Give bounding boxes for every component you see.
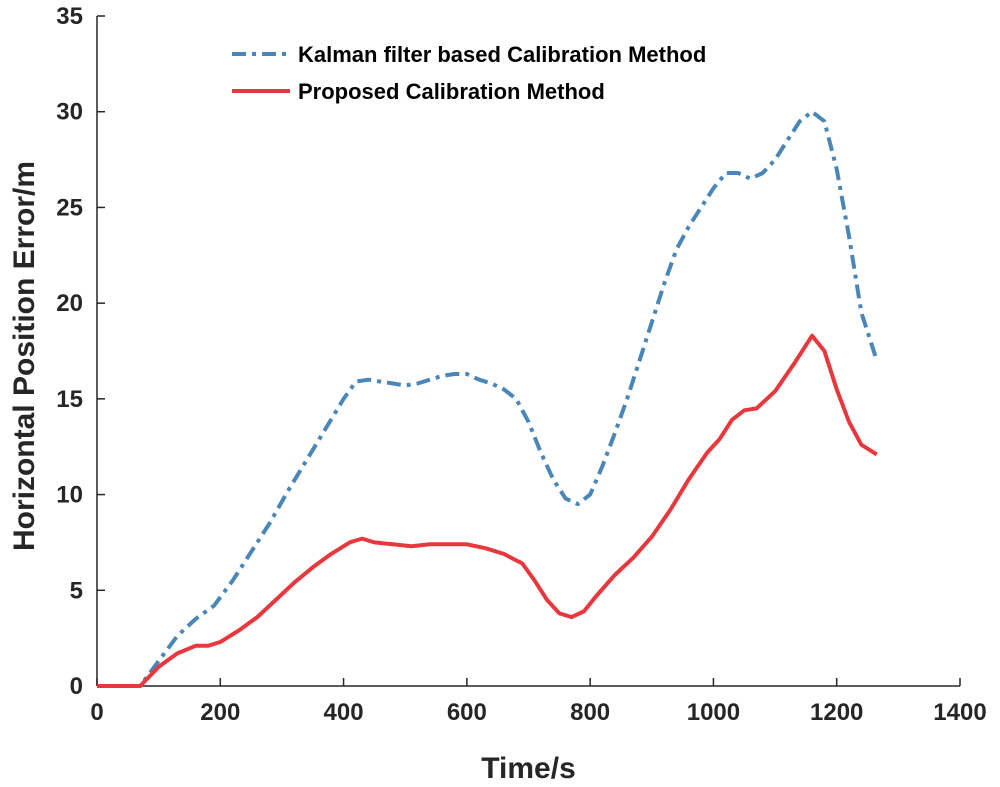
y-tick-label: 30	[56, 99, 83, 126]
y-tick-label: 15	[56, 386, 83, 413]
series-line-1	[97, 333, 878, 688]
legend: Kalman filter based Calibration Method P…	[232, 42, 706, 104]
y-tick-label: 35	[56, 3, 83, 30]
x-tick-label: 400	[324, 699, 364, 726]
y-tick-label: 20	[56, 290, 83, 317]
x-tick-label: 200	[200, 699, 240, 726]
y-tick-label: 25	[56, 194, 83, 221]
y-tick-label: 5	[70, 577, 83, 604]
x-tick-label: 800	[570, 699, 610, 726]
y-tick-label: 0	[70, 673, 83, 700]
x-tick-label: 1400	[933, 699, 986, 726]
y-axis-title: Horizontal Position Error/m	[8, 161, 41, 551]
y-tick-label: 10	[56, 482, 83, 509]
legend-label-kalman: Kalman filter based Calibration Method	[298, 42, 706, 67]
axes	[96, 15, 961, 687]
x-tick-label: 1200	[810, 699, 863, 726]
x-tick-label: 600	[447, 699, 487, 726]
x-tick-label: 0	[90, 699, 103, 726]
series-line-0	[97, 109, 879, 688]
x-tick-label: 1000	[687, 699, 740, 726]
tick-labels: 0 200 400 600 800 1000 1200 1400 0 5 10 15 20 25 30 35	[56, 3, 986, 726]
series-layer	[97, 109, 879, 688]
x-axis-title: Time/s	[481, 752, 576, 785]
legend-label-proposed: Proposed Calibration Method	[298, 79, 605, 104]
